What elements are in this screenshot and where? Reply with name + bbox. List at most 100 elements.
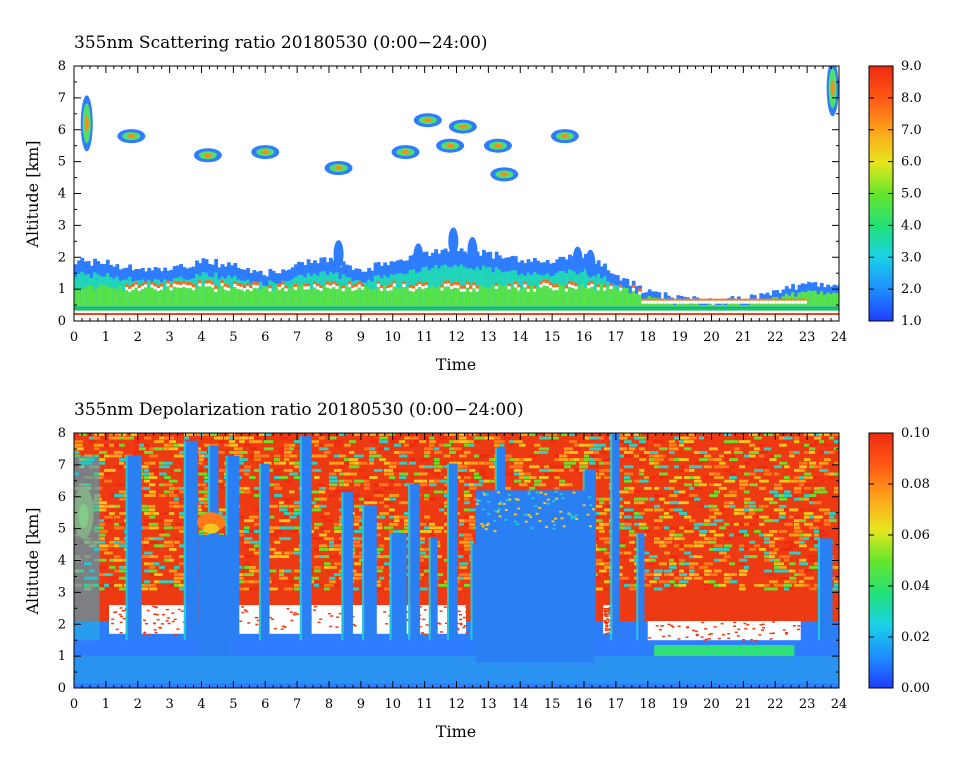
depolarization-noise-cell (694, 461, 703, 465)
depolarization-noise-cell (429, 533, 436, 537)
depolarization-noise-cell (724, 537, 732, 541)
depolarization-noise-cell (379, 501, 388, 505)
depolarization-noise-cell (784, 547, 794, 551)
scattering-column-core (274, 285, 279, 307)
depolarization-x-tick-label: 6 (261, 697, 269, 712)
scattering-cloud-core (246, 286, 250, 290)
depolarization-noise-cell (794, 497, 801, 501)
scattering-x-label: Time (436, 355, 476, 374)
depolarization-clear-speckle (547, 502, 551, 505)
depolarization-clear-speckle (582, 504, 586, 507)
scattering-column-core (446, 285, 451, 307)
scattering-column-core (807, 290, 811, 307)
depolarization-cloud-speckle (383, 611, 387, 613)
depolarization-noise-cell (119, 458, 128, 462)
depolarization-noise-cell (604, 540, 613, 544)
depolarization-noise-cell (629, 486, 635, 490)
depolarization-cloud-speckle (463, 625, 467, 627)
depolarization-noise-cell (239, 580, 246, 584)
scattering-cloud-core (686, 300, 690, 304)
depolarization-cloud-speckle (422, 618, 426, 621)
depolarization-noise-cell (149, 562, 158, 566)
depolarization-noise-cell (549, 436, 559, 440)
depolarization-noise-cell (99, 504, 108, 508)
depolarization-noise-cell (834, 580, 839, 584)
depolarization-noise-cell (729, 562, 735, 566)
depolarization-x-tick-label: 22 (767, 697, 784, 712)
scattering-column-core (376, 285, 381, 307)
depolarization-noise-cell (119, 522, 127, 526)
depolarization-noise-cell (339, 472, 348, 476)
depolarization-noise-cell (764, 468, 770, 472)
depolarization-noise-cell (354, 515, 362, 519)
depolarization-cloud-speckle (465, 605, 469, 608)
depolarization-noise-cell (374, 522, 383, 526)
depolarization-column-edge (470, 543, 473, 641)
depolarization-cloud-speckle (671, 626, 675, 628)
depolarization-noise-cell (244, 530, 254, 533)
depolarization-noise-cell (369, 501, 378, 505)
depolarization-noise-cell (149, 515, 156, 519)
scattering-title: 355nm Scattering ratio 20180530 (0:00−24… (74, 33, 488, 53)
scattering-cloud-core (281, 284, 285, 288)
scattering-cloud-core (568, 284, 572, 288)
depolarization-noise-cell (814, 490, 824, 494)
scattering-y-tick-label: 5 (58, 155, 66, 170)
depolarization-noise-cell (314, 569, 321, 573)
depolarization-cloud-speckle (733, 621, 737, 624)
scattering-column-core (756, 303, 760, 307)
depolarization-noise-cell (99, 547, 109, 551)
depolarization-noise-cell (794, 583, 800, 587)
scattering-cloud-core (657, 300, 662, 304)
scattering-cloud-edge (670, 298, 674, 301)
depolarization-cloud-speckle (319, 618, 323, 621)
scattering-cloud-edge (469, 285, 474, 289)
scattering-high-cloud-peak (830, 80, 835, 97)
depolarization-noise-cell (634, 515, 643, 519)
depolarization-noise-cell (799, 476, 805, 479)
scattering-cloud-edge (227, 284, 231, 288)
depolarization-noise-cell (714, 583, 724, 587)
depolarization-clear-speckle (504, 518, 508, 521)
depolarization-noise-cell (94, 447, 100, 451)
depolarization-noise-cell (704, 540, 711, 544)
depolarization-noise-cell (149, 555, 159, 559)
depolarization-noise-cell (374, 454, 382, 458)
scattering-column-core (297, 285, 301, 307)
scattering-cloud-edge (223, 283, 228, 287)
depolarization-noise-cell (429, 436, 435, 440)
scattering-cloud-core (153, 286, 158, 290)
depolarization-noise-cell (254, 440, 263, 444)
depolarization-noise-cell (654, 486, 660, 490)
depolarization-noise-cell (684, 443, 693, 447)
depolarization-noise-cell (419, 555, 429, 559)
depolarization-noise-cell (799, 497, 809, 501)
depolarization-noise-cell (334, 530, 342, 533)
depolarization-noise-cell (659, 540, 666, 544)
depolarization-noise-cell (144, 461, 152, 465)
depolarization-clear-speckle (530, 527, 534, 530)
depolarization-cloud-speckle (327, 612, 331, 615)
depolarization-noise-cell (379, 458, 386, 462)
depolarization-noise-cell (669, 504, 678, 508)
depolarization-noise-cell (594, 458, 602, 462)
depolarization-noise-cell (654, 522, 661, 526)
scattering-x-tick-label: 23 (799, 330, 816, 345)
depolarization-noise-cell (514, 461, 524, 465)
depolarization-noise-cell (284, 497, 294, 501)
depolarization-noise-cell (519, 458, 529, 462)
scattering-cloud-edge (354, 283, 359, 287)
depolarization-noise-cell (354, 519, 363, 523)
depolarization-noise-cell (309, 537, 316, 541)
depolarization-noise-cell (684, 436, 692, 440)
depolarization-noise-cell (474, 436, 484, 440)
depolarization-noise-cell (334, 540, 342, 544)
depolarization-noise-cell (764, 569, 773, 573)
depolarization-heatmap (74, 433, 839, 688)
depolarization-noise-cell (249, 447, 257, 451)
depolarization-noise-cell (684, 483, 693, 487)
depolarization-cloud-speckle (160, 623, 164, 625)
depolarization-noise-cell (764, 587, 772, 591)
depolarization-noise-cell (659, 454, 666, 458)
depolarization-noise-cell (694, 544, 704, 548)
